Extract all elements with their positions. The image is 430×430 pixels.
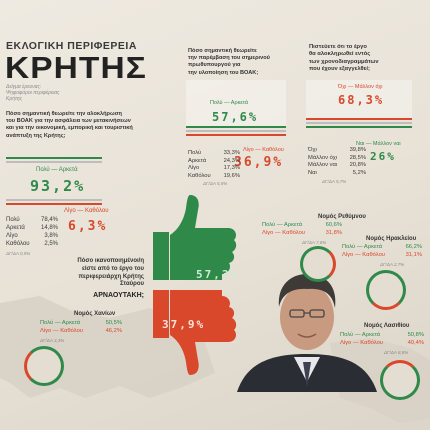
thumbs-up-down-icon [153, 195, 237, 375]
region-chania-name: Νομός Χανίων [74, 311, 116, 317]
q1-row: Καθόλου 2,5% [6, 241, 58, 247]
q2-panel [186, 80, 286, 126]
q1-grey-bar-2 [6, 199, 102, 201]
q3-green-label: Ναι — Μάλλον ναι [356, 141, 401, 147]
q3-panel [306, 80, 412, 118]
page-title: ΚΡΗΤΗΣ [5, 50, 147, 85]
q4-question: Πόσο ικανοποιημένοι/η είστε από το έργο … [62, 258, 144, 289]
region-heraklion-ring [366, 270, 406, 310]
q3-row: Μάλλον ναι 20,8% [308, 162, 366, 169]
q1-line: του ΒΟΑΚ για την ασφάλεια των μετακινήσε… [6, 118, 131, 125]
q3-green-bar [306, 126, 412, 128]
q4-red-value: 37,9% [162, 318, 206, 331]
q2-grey-bar [186, 130, 286, 132]
q2-red-label: Λίγο — Καθόλου [243, 147, 284, 153]
q1-rows: Πολύ 78,4% Αρκετά 14,8% Λίγο 3,8% Καθόλου 2,… [6, 216, 58, 248]
q1-grey-bar [6, 161, 102, 163]
q1-green-bar [6, 157, 102, 159]
header-kicker: ΕΚΛΟΓΙΚΗ ΠΕΡΙΦΕΡΕΙΑ [6, 40, 137, 52]
q2-line: την παρέμβαση του σημερινού [188, 55, 270, 62]
q3-line: Πιστεύετε ότι το έργο [309, 44, 367, 50]
q4-green-value: 57,3% [196, 268, 240, 281]
q4-name: ΑΡΝΑΟΥΤΑΚΗ; [93, 292, 144, 299]
q2-green-bar [186, 126, 286, 128]
q1-row: Πολύ 78,4% [6, 217, 58, 223]
q2-line: Πόσο σημαντική θεωρείτε [188, 48, 257, 54]
region-chania-stats: Πολύ — Αρκετά 50,5% Λίγο — Καθόλου 46,2% [40, 320, 122, 334]
q3-grey-bar [306, 122, 412, 124]
q1-question: Πόσο σημαντική θεωρείτε την αλοκλήρωση τ… [6, 111, 133, 140]
region-lasithi-stats: Πολύ — Αρκετά 50,8% Λίγο — Καθόλου 40,4% [340, 332, 424, 346]
q1-dk: ΔΓ/ΔΑ 0,5% [6, 251, 31, 256]
region-chania-dk: ΔΓ/ΔΑ 3,3% [40, 338, 65, 343]
region-heraklion-stats: Πολύ — Αρκετά 66,2% Λίγο — Καθόλου 31,1% [342, 244, 422, 258]
q3-red-value: 68,3% [338, 93, 385, 107]
q2-red-bar [186, 134, 286, 136]
q2-question: Πόσο σημαντική θεωρείτε την παρέμβαση το… [188, 48, 270, 77]
q2-row: Πολύ 33,3% [188, 150, 240, 156]
q2-row: Λίγο 17,3% [188, 165, 240, 172]
q1-red-bar [6, 203, 102, 205]
q2-rows: Πολύ 33,3% Αρκετά 24,3% Λίγο 17,3% Καθόλου 1… [188, 150, 240, 180]
region-lasithi-ring [380, 360, 420, 400]
q3-dk: ΔΓ/ΔΑ 5,7% [322, 179, 347, 184]
q3-green-value: 26% [370, 150, 396, 163]
q1-line: Πόσο σημαντική θεωρείτε την αλοκλήρωση [6, 111, 122, 117]
region-lasithi-dk: ΔΓ/ΔΑ 8,8% [384, 350, 409, 355]
q3-row: Όχι 39,8% [308, 147, 366, 153]
q1-row: Λίγο 3,8% [6, 233, 58, 239]
region-rethymno-name: Νομός Ρεθύμνου [318, 214, 366, 220]
q1-row: Αρκετά 14,8% [6, 225, 58, 231]
header-sub1: Δείγμα έρευνας: [6, 84, 42, 90]
region-lasithi-name: Νομός Λασιθίου [364, 323, 410, 329]
region-rethymno-ring [300, 246, 336, 282]
q2-line: την υλοποίηση του ΒΟΑΚ; [188, 69, 259, 76]
header-sub3: Κρήτης [6, 96, 23, 102]
q3-row: Ναι 5,2% [308, 169, 366, 176]
q2-green-label: Πολύ — Αρκετά [210, 100, 249, 106]
q3-line: που έχουν εξαγγελθεί; [309, 66, 370, 73]
q1-line: ανάπτυξη της Κρήτης; [6, 132, 66, 139]
header-sub2: Ψηφοφόροι περιφέρειας [6, 90, 60, 96]
q4-line: Πόσο ικανοποιημένοι/η [77, 258, 144, 264]
q2-red-value: 36,9% [234, 155, 284, 170]
q3-red-label: Όχι — Μάλλον όχι [338, 84, 383, 90]
q1-line: και για την οικονομική, εμπορική και του… [6, 125, 133, 132]
q2-row: Αρκετά 24,3% [188, 157, 240, 164]
region-chania-ring [24, 346, 64, 386]
q3-line: των χρονοδιαγραμμάτων [309, 58, 379, 65]
q2-dk: ΔΓ/ΔΑ 5,5% [203, 181, 228, 186]
q2-green-value: 57,6% [212, 110, 259, 124]
portrait-image [237, 274, 377, 392]
q3-rows: Όχι 39,8% Μάλλον όχι 28,5% Μάλλον ναι 20,8%… [308, 147, 366, 177]
region-rethymno-stats: Πολύ — Αρκετά 60,6% Λίγο — Καθόλου 31,8% [262, 222, 342, 236]
q4-line: είστε από το έργο του [81, 265, 144, 272]
q4-line: περιφερειάρχη Κρήτης [78, 273, 144, 280]
q3-red-bar [306, 118, 412, 120]
q1-green-value: 93,2% [30, 177, 86, 195]
q4-line: Σταύρου [119, 281, 144, 288]
q3-line: θα αλοκληρωθεί εντός [309, 51, 371, 58]
q1-red-value: 6,3% [68, 219, 108, 234]
q2-line: πρωθυπουργού για [188, 62, 241, 69]
q3-question: Πιστεύετε ότι το έργο θα αλοκληρωθεί εντ… [309, 44, 379, 74]
region-rethymno-dk: ΔΓ/ΔΑ 7,6% [302, 240, 327, 245]
region-heraklion-name: Νομός Ηρακλείου [366, 236, 417, 242]
q2-row: Καθόλου 19,6% [188, 172, 240, 179]
q3-row: Μάλλον όχι 28,5% [308, 154, 366, 161]
region-heraklion-dk: ΔΓ/ΔΑ 2,7% [380, 262, 405, 267]
q1-red-label: Λίγο — Καθόλου [64, 208, 109, 214]
q1-green-label: Πολύ — Αρκετά [36, 167, 78, 173]
